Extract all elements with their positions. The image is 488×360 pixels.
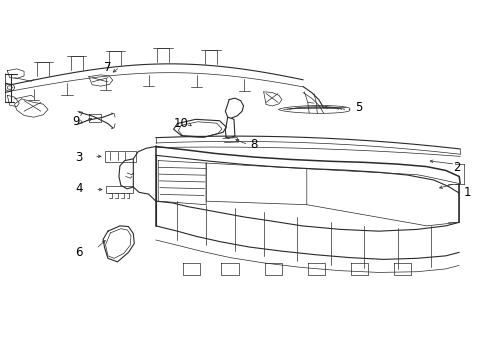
Text: 6: 6 — [75, 246, 83, 259]
Text: 4: 4 — [75, 182, 83, 195]
Text: 1: 1 — [463, 186, 470, 199]
Text: 9: 9 — [72, 115, 80, 128]
Text: 8: 8 — [250, 138, 257, 151]
Text: 3: 3 — [75, 150, 82, 163]
Text: 5: 5 — [354, 101, 362, 114]
FancyBboxPatch shape — [105, 186, 133, 193]
FancyBboxPatch shape — [104, 151, 136, 162]
Text: 7: 7 — [104, 60, 111, 73]
Text: 10: 10 — [173, 117, 188, 130]
Text: 2: 2 — [452, 161, 460, 174]
